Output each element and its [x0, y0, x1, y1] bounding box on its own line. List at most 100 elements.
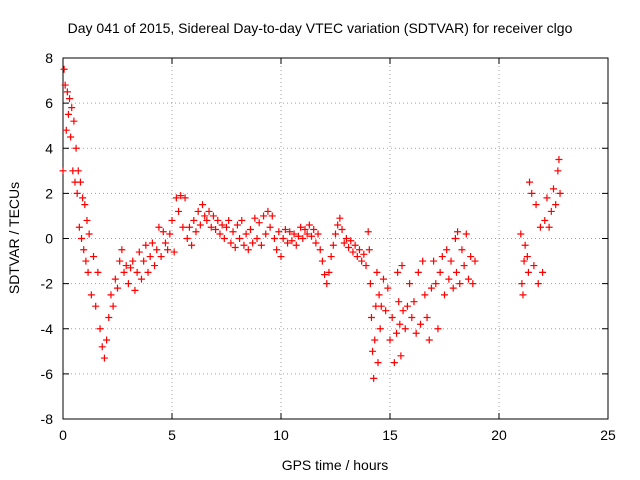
data-point [124, 280, 132, 288]
data-point [539, 268, 547, 276]
x-tick-label: 0 [59, 427, 67, 443]
data-point [159, 228, 167, 236]
data-point [142, 241, 150, 249]
data-point [244, 246, 252, 254]
data-point [214, 216, 222, 224]
data-point [262, 230, 270, 238]
data-point [183, 235, 191, 242]
data-point [364, 228, 372, 236]
data-point [398, 262, 406, 270]
data-point [118, 246, 126, 254]
data-point [107, 291, 115, 299]
data-point [401, 325, 409, 333]
data-point [299, 235, 307, 242]
x-axis-label: GPS time / hours [282, 457, 389, 473]
data-point [172, 194, 180, 202]
data-point [382, 307, 390, 315]
data-point [166, 230, 174, 238]
data-point [203, 216, 211, 224]
data-point [310, 225, 318, 233]
data-point [212, 225, 220, 233]
x-tick-label: 20 [491, 427, 507, 443]
data-point [266, 223, 274, 231]
data-point [406, 280, 414, 288]
data-point [555, 156, 563, 164]
data-point [323, 280, 331, 288]
data-point [524, 268, 532, 276]
data-point [528, 189, 536, 197]
data-point [144, 268, 152, 276]
data-point [82, 257, 90, 265]
data-point [554, 167, 562, 175]
data-point [62, 126, 70, 134]
data-point [190, 216, 198, 224]
data-point [205, 207, 213, 215]
y-axis-label: SDTVAR / TECUs [6, 182, 22, 294]
data-point [81, 201, 89, 209]
data-point [393, 329, 401, 337]
data-point [520, 257, 528, 265]
data-point [207, 223, 215, 231]
data-point [347, 237, 355, 245]
data-point [452, 268, 460, 276]
data-point [129, 257, 137, 265]
chart-title: Day 041 of 2015, Sidereal Day-to-day VTE… [68, 20, 573, 36]
data-point [303, 230, 311, 238]
data-point [98, 343, 106, 351]
y-tick-label: 0 [45, 231, 53, 247]
data-point [367, 313, 375, 321]
data-point [403, 302, 411, 310]
data-point [370, 374, 378, 382]
data-point [277, 253, 285, 261]
data-point [233, 221, 241, 229]
data-point [137, 275, 145, 283]
grid-layer [63, 58, 608, 419]
data-point [251, 214, 259, 222]
data-point [395, 298, 403, 306]
data-point [316, 246, 324, 254]
data-point [327, 253, 335, 261]
data-point [550, 185, 557, 193]
data-point [410, 298, 418, 306]
data-point [188, 241, 196, 249]
data-point [454, 228, 462, 236]
data-point [543, 194, 551, 202]
data-point [534, 280, 542, 288]
data-point [273, 246, 281, 254]
data-point [209, 212, 217, 220]
data-point [185, 223, 193, 231]
data-point [201, 212, 209, 220]
data-point [412, 329, 420, 337]
data-point [384, 284, 392, 292]
data-point [264, 207, 272, 215]
data-point [521, 241, 529, 249]
data-point [417, 320, 425, 328]
data-point [519, 291, 527, 299]
data-point [362, 262, 370, 270]
data-point [231, 244, 239, 252]
data-point [216, 230, 224, 238]
data-point [161, 239, 169, 247]
data-point [96, 325, 104, 333]
data-point [249, 239, 257, 247]
data-point [229, 228, 237, 236]
data-point [181, 194, 189, 202]
data-point [242, 230, 250, 238]
data-point [447, 257, 455, 265]
data-point [351, 241, 359, 249]
data-point [421, 291, 429, 299]
y-tick-label: 6 [45, 95, 53, 111]
data-point [67, 133, 75, 141]
data-point [64, 110, 72, 118]
data-point [270, 235, 278, 242]
data-point [394, 268, 402, 276]
data-point [312, 239, 320, 247]
data-point [140, 257, 148, 265]
data-point [541, 216, 549, 224]
data-point [109, 302, 117, 310]
data-point [340, 239, 348, 247]
data-point [155, 223, 163, 231]
data-point [153, 246, 161, 254]
data-point [399, 307, 407, 315]
data-point [76, 178, 84, 186]
